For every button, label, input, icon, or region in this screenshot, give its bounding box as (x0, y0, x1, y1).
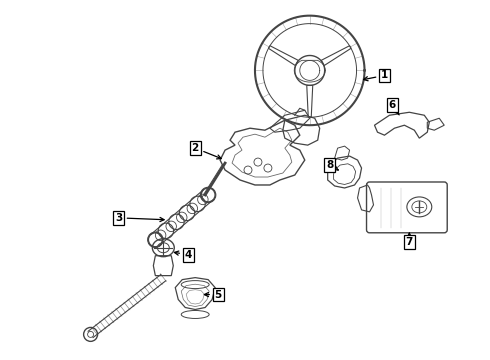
Text: 5: 5 (204, 289, 222, 300)
Text: 7: 7 (406, 233, 413, 247)
Text: 1: 1 (364, 71, 388, 81)
Text: 4: 4 (174, 250, 192, 260)
Text: 8: 8 (326, 160, 338, 170)
Text: 6: 6 (389, 100, 399, 115)
Text: 2: 2 (192, 143, 221, 159)
Text: 3: 3 (115, 213, 164, 223)
